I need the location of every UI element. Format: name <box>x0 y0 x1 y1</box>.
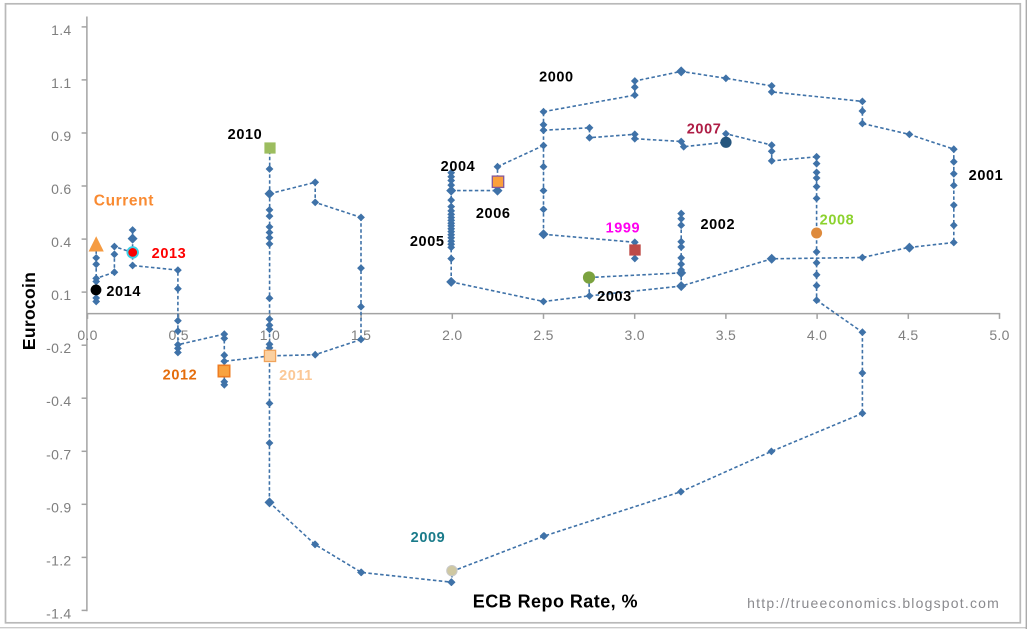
svg-text:ECB Repo Rate, %: ECB Repo Rate, % <box>473 592 638 612</box>
svg-text:2008: 2008 <box>820 213 855 229</box>
svg-text:Eurocoin: Eurocoin <box>19 272 39 350</box>
svg-text:4.5: 4.5 <box>898 327 918 343</box>
svg-text:1.5: 1.5 <box>351 327 371 343</box>
svg-text:2007: 2007 <box>687 122 722 138</box>
svg-text:-0.7: -0.7 <box>46 446 71 462</box>
svg-text:2010: 2010 <box>228 127 263 143</box>
svg-text:3.0: 3.0 <box>625 327 645 343</box>
svg-text:1.1: 1.1 <box>51 75 71 91</box>
svg-text:2013: 2013 <box>152 246 187 262</box>
svg-text:-0.9: -0.9 <box>46 499 71 515</box>
svg-text:0.5: 0.5 <box>169 327 189 343</box>
svg-text:2005: 2005 <box>410 234 445 250</box>
svg-text:1999: 1999 <box>606 221 641 237</box>
svg-text:2.5: 2.5 <box>533 327 553 343</box>
svg-text:2004: 2004 <box>441 159 476 175</box>
svg-text:-0.4: -0.4 <box>46 393 71 409</box>
svg-text:-1.2: -1.2 <box>46 552 71 568</box>
svg-text:http://trueeconomics.blogspot.: http://trueeconomics.blogspot.com <box>747 595 1000 611</box>
svg-text:3.5: 3.5 <box>716 327 736 343</box>
svg-text:2002: 2002 <box>700 217 735 233</box>
svg-text:-0.2: -0.2 <box>46 340 71 356</box>
svg-text:-1.4: -1.4 <box>46 605 71 621</box>
svg-text:0.1: 0.1 <box>51 287 71 303</box>
svg-text:Current: Current <box>94 192 154 209</box>
svg-text:2011: 2011 <box>279 368 313 384</box>
svg-text:2003: 2003 <box>597 289 632 305</box>
svg-text:0.4: 0.4 <box>51 234 71 250</box>
svg-text:0.0: 0.0 <box>77 327 97 343</box>
svg-text:2014: 2014 <box>106 284 141 300</box>
svg-text:2001: 2001 <box>969 168 1004 184</box>
svg-text:2000: 2000 <box>539 70 574 86</box>
svg-text:1.4: 1.4 <box>51 22 71 38</box>
svg-text:2012: 2012 <box>163 367 198 383</box>
svg-text:0.9: 0.9 <box>51 128 71 144</box>
svg-text:2.0: 2.0 <box>442 327 462 343</box>
svg-text:2009: 2009 <box>411 530 446 546</box>
svg-text:4.0: 4.0 <box>807 327 827 343</box>
svg-text:5.0: 5.0 <box>989 327 1009 343</box>
svg-text:2006: 2006 <box>476 206 511 222</box>
svg-text:0.6: 0.6 <box>51 181 71 197</box>
